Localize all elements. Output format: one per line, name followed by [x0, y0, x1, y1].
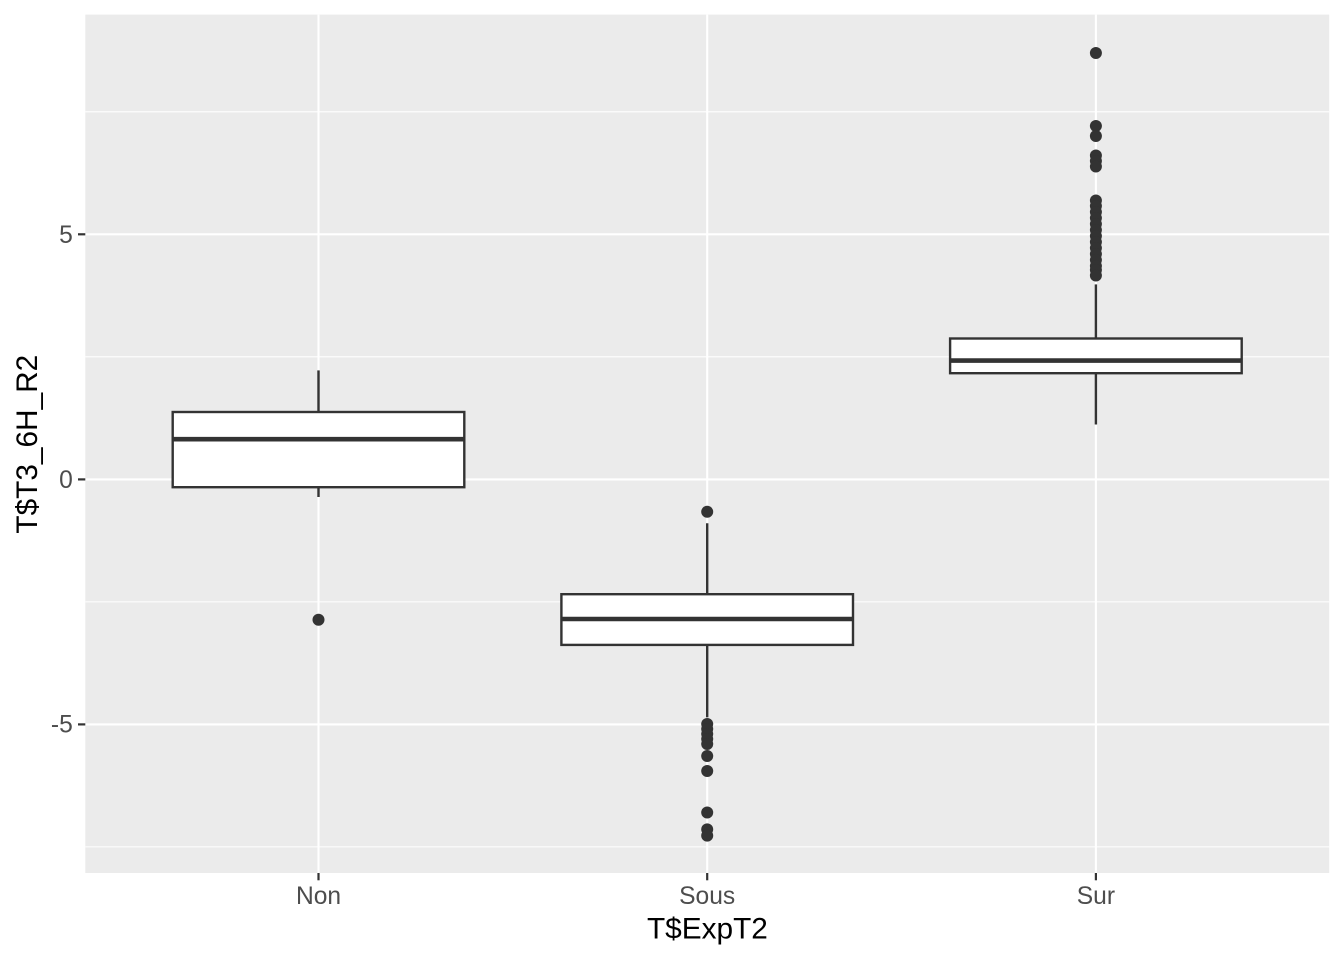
svg-text:0: 0: [59, 467, 73, 494]
svg-text:Non: Non: [296, 883, 341, 910]
svg-text:5: 5: [59, 222, 73, 249]
svg-text:Sur: Sur: [1077, 883, 1115, 910]
svg-text:Sous: Sous: [679, 883, 735, 910]
svg-text:-5: -5: [51, 711, 73, 738]
svg-text:T$ExpT2: T$ExpT2: [647, 912, 768, 945]
svg-text:T$T3_6H_R2: T$T3_6H_R2: [11, 355, 44, 534]
